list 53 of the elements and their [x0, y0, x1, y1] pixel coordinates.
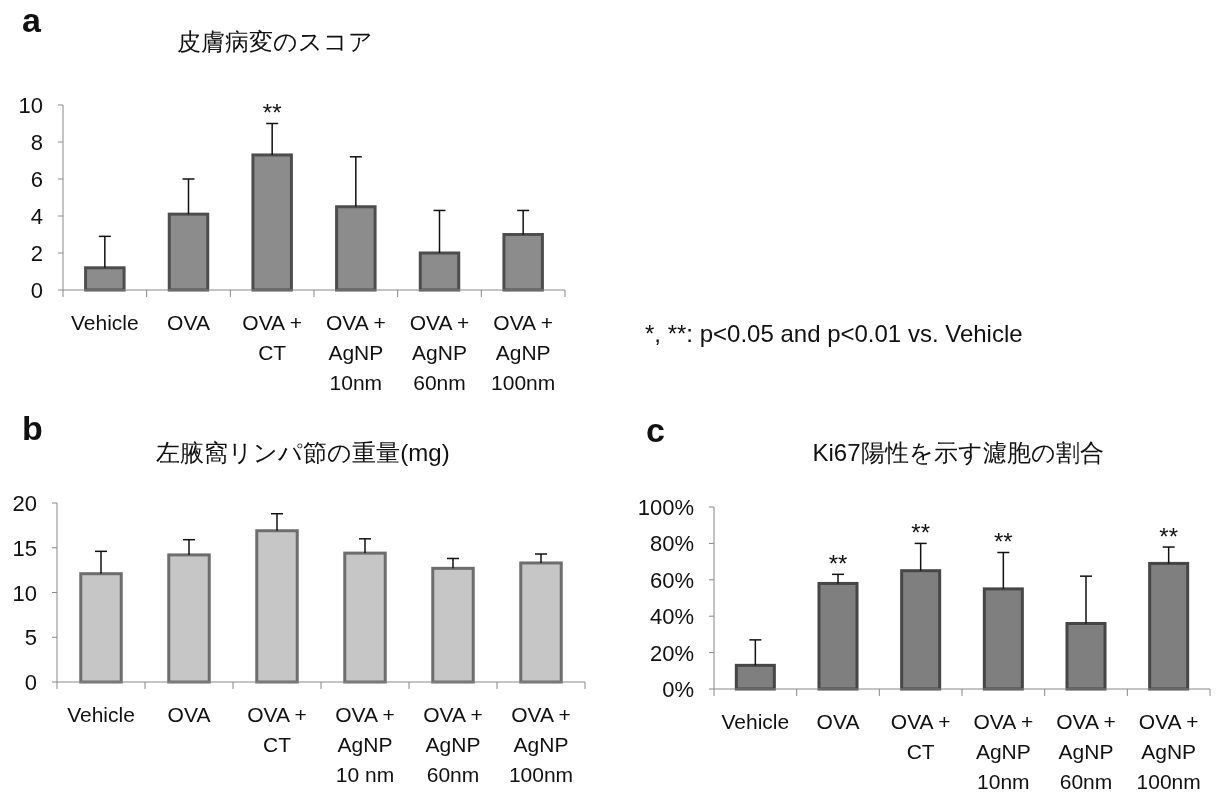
y-tick-label: 40% — [649, 604, 694, 630]
x-tick-label: OVA + CT — [247, 703, 307, 756]
x-tick-label: OVA + AgNP 10nm — [973, 710, 1034, 793]
x-tick-label: OVA + AgNP 10 nm — [335, 703, 395, 786]
annotation: ** — [993, 528, 1013, 556]
annotation: ** — [828, 550, 848, 578]
y-tick-label: 0 — [24, 670, 37, 695]
x-tick-label: OVA + CT — [890, 710, 951, 763]
x-tick-label: OVA — [816, 710, 860, 733]
annotation: ** — [1159, 522, 1179, 550]
annotation: ** — [911, 519, 931, 547]
bar — [255, 529, 299, 684]
x-tick-label: OVA + AgNP 100nm — [508, 703, 574, 786]
y-tick-label: 8 — [30, 130, 43, 155]
bar — [343, 551, 387, 684]
bar — [167, 553, 211, 684]
x-tick-label: OVA + AgNP 10nm — [325, 311, 386, 394]
x-tick-label: OVA — [167, 311, 210, 334]
x-tick-label: Vehicle — [721, 710, 790, 733]
bar — [431, 566, 475, 684]
x-tick-label: OVA + AgNP 100nm — [1136, 710, 1201, 793]
x-tick-label: OVA + AgNP 60nm — [409, 311, 470, 394]
y-tick-label: 20 — [12, 491, 37, 516]
x-tick-label: Vehicle — [67, 703, 135, 726]
y-tick-label: 4 — [30, 204, 43, 229]
x-tick-label: OVA — [167, 703, 211, 726]
x-tick-label: Vehicle — [70, 311, 139, 334]
text: *, **: p<0.05 and p<0.01 vs. Vehicle — [645, 320, 1023, 347]
chart-title: 皮膚病変のスコア — [177, 28, 373, 55]
y-tick-label: 60% — [649, 567, 694, 593]
bar — [79, 572, 123, 684]
y-tick-label: 20% — [649, 640, 694, 666]
bar — [519, 561, 563, 684]
annotation: ** — [262, 99, 282, 127]
x-tick-label: OVA + AgNP 60nm — [423, 703, 483, 786]
x-tick-label: OVA + AgNP 100nm — [491, 311, 556, 394]
x-tick-label: OVA + AgNP 60nm — [1056, 710, 1116, 793]
y-tick-label: 2 — [30, 241, 43, 266]
text: c — [646, 411, 665, 449]
y-tick-label: 0 — [30, 278, 43, 303]
y-tick-label: 80% — [649, 531, 694, 557]
y-tick-label: 10 — [18, 93, 43, 118]
y-tick-label: 5 — [24, 625, 37, 651]
chart-title: Ki67陽性を示す濾胞の割合 — [812, 439, 1104, 466]
y-tick-label: 100% — [637, 495, 694, 520]
text: b — [22, 409, 43, 447]
chart-title: 左腋窩リンパ節の重量(mg) — [156, 439, 450, 466]
y-tick-label: 15 — [12, 535, 37, 561]
x-tick-label: OVA + CT — [242, 311, 303, 364]
text: a — [22, 1, 42, 39]
y-tick-label: 0% — [662, 677, 694, 702]
y-tick-label: 10 — [12, 580, 37, 606]
y-tick-label: 6 — [30, 167, 43, 192]
